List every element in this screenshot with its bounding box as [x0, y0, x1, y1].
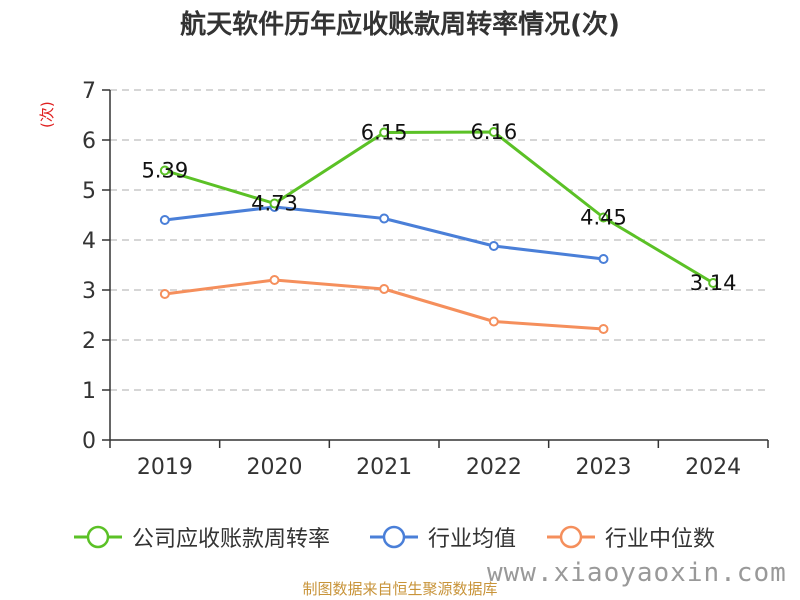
series-lines: [159, 127, 719, 334]
chart-title: 航天软件历年应收账款周转率情况(次): [180, 10, 620, 40]
legend-label-industry-median: 行业中位数: [605, 527, 716, 552]
data-label: 4.45: [580, 206, 627, 230]
legend-marker-company: [74, 525, 122, 549]
legend-item-industry-avg[interactable]: 行业均值: [368, 517, 516, 557]
data-labels: 5.39 4.73 6.15 6.16 4.45 3.14: [141, 120, 736, 295]
data-point[interactable]: [598, 324, 609, 334]
y-tick-label: 7: [82, 79, 96, 104]
legend-marker-industry-avg: [370, 525, 418, 549]
legend-circle-industry-median: [559, 525, 583, 549]
x-tick-label: 2023: [576, 455, 632, 480]
legend-item-industry-median[interactable]: 行业中位数: [545, 517, 715, 557]
y-tick-label: 4: [82, 229, 96, 254]
x-tick-label: 2020: [247, 455, 303, 480]
data-point[interactable]: [269, 198, 280, 209]
legend-circle-company: [86, 525, 110, 549]
data-label: 6.15: [361, 121, 408, 145]
series-line: [164, 130, 714, 285]
y-tick-label: 0: [82, 429, 96, 454]
data-point[interactable]: [379, 284, 390, 294]
x-tick-label: 2022: [466, 455, 522, 480]
grid-lines: [110, 89, 768, 391]
data-label: 5.39: [141, 159, 188, 183]
legend: 公司应收账款周转率 行业均值 行业中位数: [0, 517, 800, 557]
data-label: 6.16: [470, 120, 517, 144]
x-tick-label: 2019: [137, 455, 193, 480]
y-tick-label: 5: [82, 179, 96, 204]
legend-circle-industry-avg: [382, 525, 406, 549]
watermark: www.xiaoyaoxin.com: [487, 558, 787, 588]
y-tick-label: 2: [82, 329, 96, 354]
y-tick-label: 6: [82, 129, 96, 154]
data-point[interactable]: [379, 127, 390, 138]
x-tick-label: 2021: [356, 455, 412, 480]
data-label: 4.73: [251, 192, 298, 216]
data-point[interactable]: [488, 316, 499, 327]
data-point[interactable]: [708, 278, 719, 288]
data-point[interactable]: [159, 289, 170, 299]
data-point[interactable]: [598, 212, 609, 223]
data-point[interactable]: [159, 165, 170, 176]
data-point[interactable]: [488, 127, 499, 137]
axes: 0 1 2 3 4 5 6 7 2019 2020 2021 2022 2023 2024: [82, 79, 769, 480]
legend-label-company: 公司应收账款周转率: [132, 527, 331, 552]
y-tick-label: 1: [82, 379, 96, 404]
data-point[interactable]: [488, 241, 499, 251]
legend-marker-industry-median: [547, 525, 595, 549]
data-point[interactable]: [379, 213, 390, 224]
data-point[interactable]: [159, 215, 170, 225]
data-label: 3.14: [690, 271, 737, 295]
data-point[interactable]: [269, 275, 280, 285]
x-tick-label: 2024: [685, 455, 741, 480]
data-point[interactable]: [598, 254, 609, 264]
legend-item-company[interactable]: 公司应收账款周转率: [72, 517, 330, 557]
source-note: 制图数据来自恒生聚源数据库: [302, 580, 498, 598]
y-tick-label: 3: [82, 279, 96, 304]
legend-label-industry-avg: 行业均值: [428, 527, 517, 552]
